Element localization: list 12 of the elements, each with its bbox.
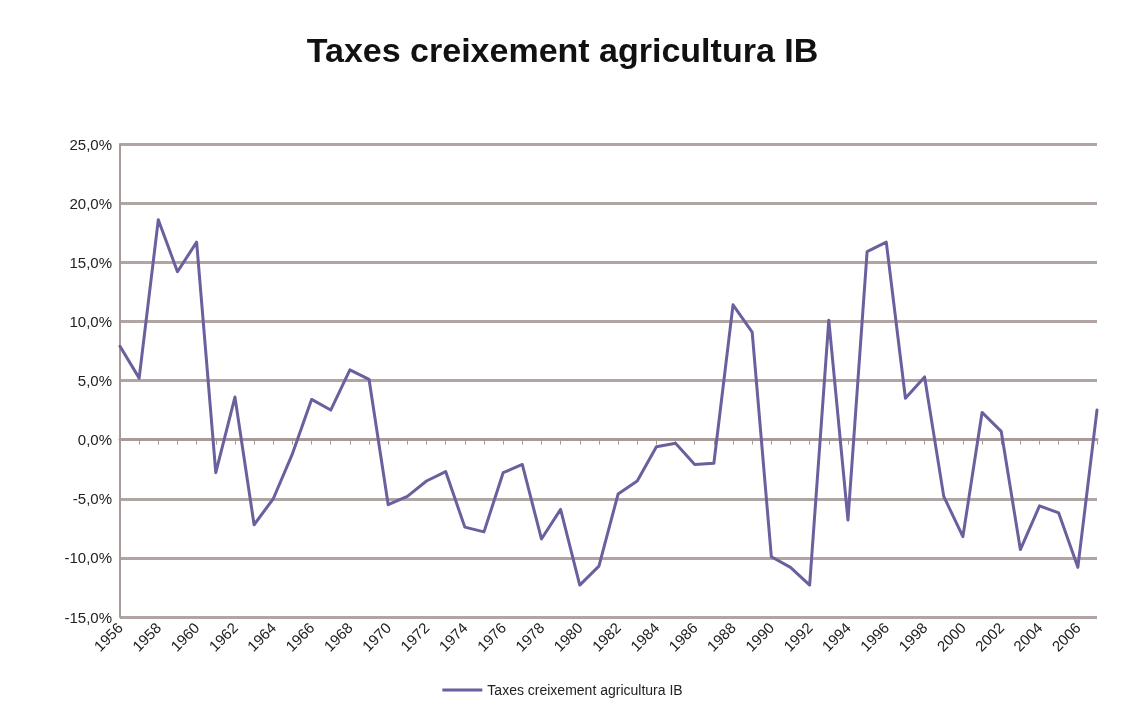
line-series [118, 218, 1099, 587]
y-tick-label: 10,0% [69, 312, 112, 330]
y-tick-label: 25,0% [69, 135, 112, 153]
y-tick-label: -10,0% [64, 549, 112, 567]
y-tick-label: -15,0% [64, 608, 112, 626]
y-tick-label: 0,0% [77, 431, 112, 449]
y-tick-label: 5,0% [77, 372, 112, 389]
y-tick-label: 20,0% [69, 194, 112, 212]
chart-title: Taxes creixement agricultura IB [306, 31, 819, 69]
y-tick-label: 15,0% [69, 253, 112, 271]
legend-label: Taxes creixement agricultura IB [487, 682, 683, 698]
y-tick-label: -5,0% [72, 490, 112, 508]
